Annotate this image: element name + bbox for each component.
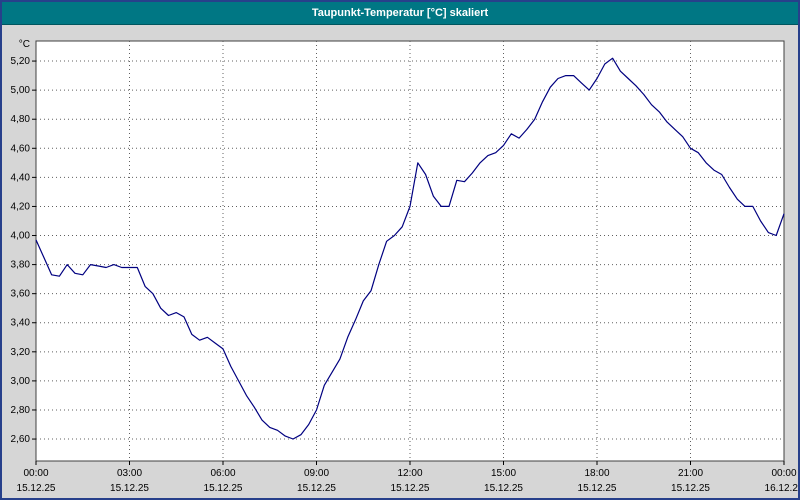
svg-text:15.12.25: 15.12.25 [671,483,710,494]
svg-text:4,20: 4,20 [11,201,31,212]
svg-text:4,80: 4,80 [11,114,31,125]
svg-text:09:00: 09:00 [304,468,329,479]
svg-text:00:00: 00:00 [771,468,796,479]
svg-text:2,60: 2,60 [11,434,31,445]
svg-text:18:00: 18:00 [584,468,609,479]
svg-text:15.12.25: 15.12.25 [578,483,617,494]
chart-area: 2,60 2,80 3,00 3,20 3,40 3,60 3,80 4,00 4,20 4,40… [2,25,798,498]
svg-text:5,00: 5,00 [11,85,31,96]
svg-text:15.12.25: 15.12.25 [391,483,430,494]
chart-title-bar: Taupunkt-Temperatur [°C] skaliert [2,2,798,25]
svg-text:4,00: 4,00 [11,231,31,242]
svg-text:4,40: 4,40 [11,172,31,183]
svg-text:12:00: 12:00 [397,468,422,479]
svg-text:3,60: 3,60 [11,289,31,300]
svg-text:°C: °C [19,39,30,50]
svg-text:15.12.25: 15.12.25 [297,483,336,494]
svg-text:5,20: 5,20 [11,56,31,67]
svg-text:15.12.25: 15.12.25 [204,483,243,494]
chart-title: Taupunkt-Temperatur [°C] skaliert [311,7,489,19]
svg-text:00:00: 00:00 [23,468,48,479]
svg-text:06:00: 06:00 [210,468,235,479]
svg-text:4,60: 4,60 [11,143,31,154]
svg-text:15:00: 15:00 [491,468,516,479]
svg-text:15.12.25: 15.12.25 [484,483,523,494]
svg-text:15.12.25: 15.12.25 [17,483,56,494]
svg-text:3,20: 3,20 [11,347,31,358]
svg-text:15.12.25: 15.12.25 [110,483,149,494]
svg-text:03:00: 03:00 [117,468,142,479]
chart-canvas: 2,60 2,80 3,00 3,20 3,40 3,60 3,80 4,00 4,20 4,40… [11,39,798,494]
svg-text:21:00: 21:00 [678,468,703,479]
svg-text:3,00: 3,00 [11,376,31,387]
svg-text:3,40: 3,40 [11,318,31,329]
svg-text:3,80: 3,80 [11,260,31,271]
svg-text:2,80: 2,80 [11,405,31,416]
svg-text:16.12.25: 16.12.25 [765,483,798,494]
